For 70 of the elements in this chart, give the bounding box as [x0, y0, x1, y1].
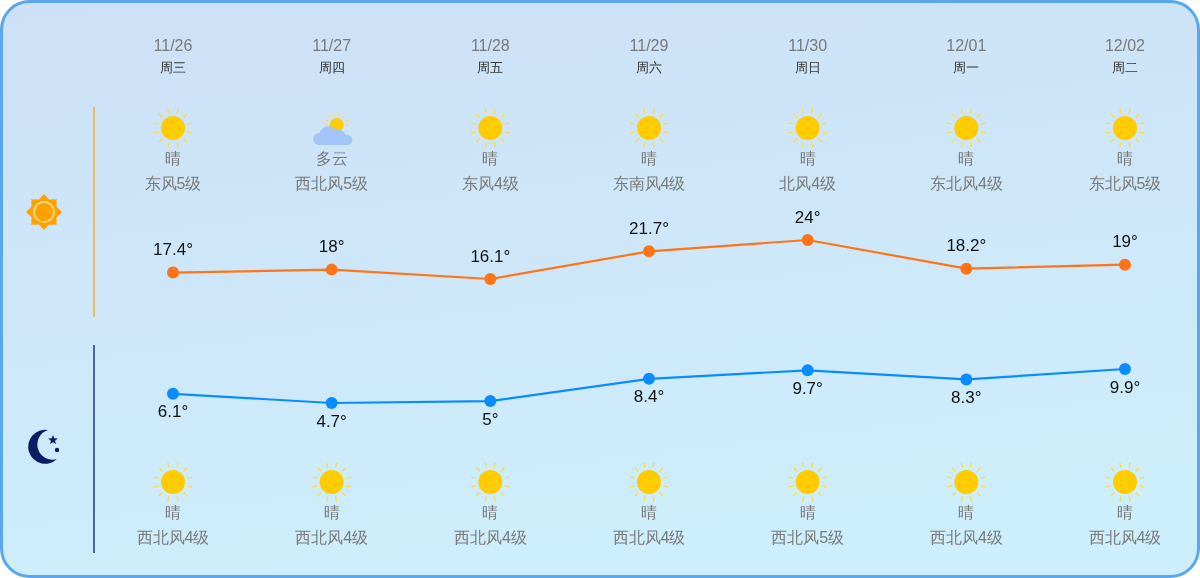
x-tick: 12/02	[1105, 36, 1145, 54]
value-label: 16.1°	[470, 246, 511, 266]
annotation: 周二	[1112, 59, 1138, 75]
annotation: 晴	[323, 503, 340, 521]
annotation: 西北风4级	[136, 528, 210, 546]
annotation: 晴	[1117, 503, 1133, 521]
value-label: 4.7°	[316, 411, 347, 431]
value-label: 8.4°	[633, 387, 665, 407]
annotation: 西北风4级	[295, 528, 369, 546]
annotation: 东风4级	[461, 174, 519, 192]
value-label: 18°	[318, 237, 345, 257]
point	[167, 387, 179, 400]
point	[1119, 363, 1131, 375]
annotation: 西北风5级	[771, 528, 845, 546]
annotation: 晴	[165, 503, 181, 521]
annotation: 周四	[318, 59, 345, 75]
value-label: 21.7°	[629, 218, 669, 238]
annotation: 晴	[799, 503, 816, 521]
point	[643, 372, 655, 385]
value-label: 8.3°	[951, 387, 982, 407]
point	[484, 273, 497, 285]
point	[325, 263, 338, 276]
annotation: 晴	[165, 149, 181, 167]
value-label: 18.2°	[946, 236, 987, 256]
value-label: 17.4°	[153, 240, 193, 260]
annotation: 周一	[953, 59, 980, 75]
annotation: 西北风4级	[1088, 528, 1162, 546]
point	[643, 245, 655, 258]
annotation: 西北风4级	[929, 528, 1003, 546]
annotation: 晴	[1117, 149, 1133, 167]
value-label: 6.1°	[157, 402, 189, 422]
annotation: 晴	[482, 149, 499, 167]
point	[960, 373, 973, 386]
annotation: 周日	[794, 59, 821, 75]
value-label: 24°	[794, 207, 821, 227]
x-tick: 11/30	[788, 36, 828, 54]
annotation: 东南风4级	[612, 174, 686, 192]
annotation: 晴	[799, 149, 816, 167]
value-label: 5°	[482, 409, 499, 429]
annotation: 周三	[160, 59, 186, 75]
point	[167, 266, 179, 279]
x-tick: 11/28	[470, 36, 510, 54]
x-tick: 11/29	[629, 36, 669, 54]
annotation: 多云	[315, 149, 348, 167]
annotation: 北风4级	[779, 174, 837, 192]
annotation: 周五	[477, 59, 504, 75]
annotation: 西北风5级	[295, 174, 369, 192]
point	[325, 397, 338, 409]
annotation: 晴	[482, 503, 499, 521]
x-tick: 11/26	[153, 36, 193, 54]
point	[1119, 258, 1131, 271]
value-label: 9.9°	[1109, 377, 1141, 397]
point	[801, 364, 814, 377]
annotation: 周六	[636, 59, 662, 75]
annotation: 西北风4级	[612, 528, 686, 546]
annotation: 晴	[641, 503, 657, 521]
x-tick: 11/27	[312, 36, 352, 54]
x-tick: 12/01	[946, 36, 987, 54]
annotation: 西北风4级	[453, 528, 527, 546]
annotation: 东北风4级	[929, 174, 1003, 192]
value-label: 9.7°	[792, 378, 823, 398]
annotation: 晴	[641, 149, 657, 167]
value-label: 19°	[1112, 232, 1138, 252]
point	[801, 234, 814, 246]
annotation: 晴	[958, 149, 975, 167]
annotation: 东风5级	[144, 174, 202, 192]
point	[484, 395, 497, 408]
point	[960, 262, 973, 275]
annotation: 晴	[958, 503, 975, 521]
annotation: 东北风5级	[1088, 174, 1162, 192]
